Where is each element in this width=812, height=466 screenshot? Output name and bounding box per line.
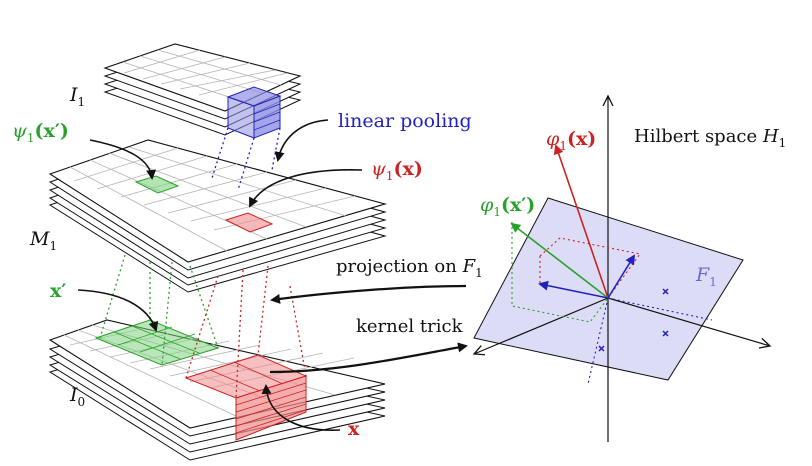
layer-m1-grid — [69, 146, 356, 252]
label-m1: M1 — [30, 228, 58, 253]
layer-i0 — [48, 319, 386, 461]
hilbert-space — [474, 96, 770, 442]
arrow-x — [261, 384, 341, 431]
axis-right — [607, 297, 770, 346]
arrow-psi-x-prime — [89, 139, 157, 180]
layer-i1-grid — [122, 49, 288, 103]
layer-m1 — [48, 139, 388, 293]
plane-points — [598, 288, 669, 352]
label-phi-x-prime: φ1(x′) — [480, 194, 536, 219]
label-hilbert-space: Hilbert space H1 — [634, 126, 787, 150]
label-x-prime: x′ — [50, 280, 67, 302]
label-i0: I0 — [70, 384, 86, 409]
arrow-kernel-trick — [269, 342, 468, 374]
label-psi-x: ψ1(x) — [371, 158, 423, 183]
proj-phi-x — [607, 254, 636, 299]
label-linear-pooling: linear pooling — [338, 110, 472, 132]
arrow-projection — [270, 284, 467, 304]
label-psi-x-prime: ψ1(x′) — [12, 120, 69, 145]
label-kernel-trick: kernel trick — [356, 316, 463, 337]
label-phi-x: φ1(x) — [546, 128, 597, 153]
label-i1: I1 — [70, 84, 86, 109]
axis-left — [474, 297, 609, 354]
arrow-psi-x — [249, 169, 363, 208]
dotted-connectors — [99, 127, 307, 399]
label-x: x — [348, 418, 360, 440]
layer-m1-top — [48, 139, 388, 263]
arrow-x-prime — [77, 289, 159, 332]
arrow-linear-pooling — [274, 119, 329, 162]
proj-phi-x-prime — [538, 280, 609, 299]
vec-phi-x — [553, 144, 609, 299]
label-f1-plane: F1 — [696, 264, 717, 289]
label-projection: projection on F1 — [336, 256, 483, 280]
annotation-arrows — [77, 119, 468, 431]
feature-psi-x — [224, 212, 274, 233]
vec-phi-x-prime — [510, 222, 609, 299]
layer-i1 — [103, 43, 302, 139]
